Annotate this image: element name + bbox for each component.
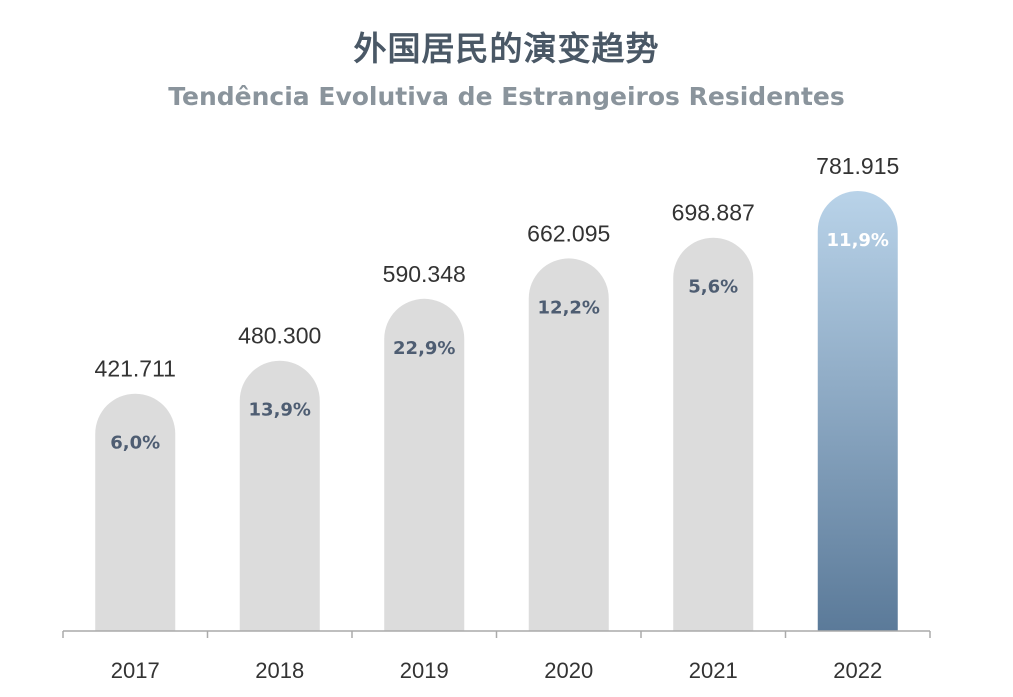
bar [384,298,465,631]
x-tick-label: 2021 [689,658,738,683]
bar [673,237,754,631]
bar [528,258,609,631]
bar [239,360,320,631]
growth-label: 22,9% [393,338,455,359]
growth-label: 11,9% [827,230,889,251]
growth-label: 13,9% [249,400,311,421]
x-tick-label: 2022 [833,658,882,683]
value-label: 781.915 [816,153,899,179]
value-label: 480.300 [238,323,321,349]
value-label: 421.711 [95,356,176,382]
x-tick-label: 2019 [400,658,449,683]
chart-title: 外国居民的演变趋势 [353,29,660,68]
value-label: 662.095 [527,220,610,246]
x-tick-label: 2020 [544,658,593,683]
value-label: 590.348 [383,261,466,287]
bar-highlight [817,191,898,631]
growth-label: 6,0% [110,433,160,454]
growth-label: 12,2% [538,297,600,318]
growth-label: 5,6% [688,277,738,298]
x-tick-label: 2018 [255,658,304,683]
x-tick-label: 2017 [111,658,160,683]
value-label: 698.887 [672,200,755,226]
chart-subtitle: Tendência Evolutiva de Estrangeiros Resi… [168,82,845,111]
bar [95,393,176,631]
